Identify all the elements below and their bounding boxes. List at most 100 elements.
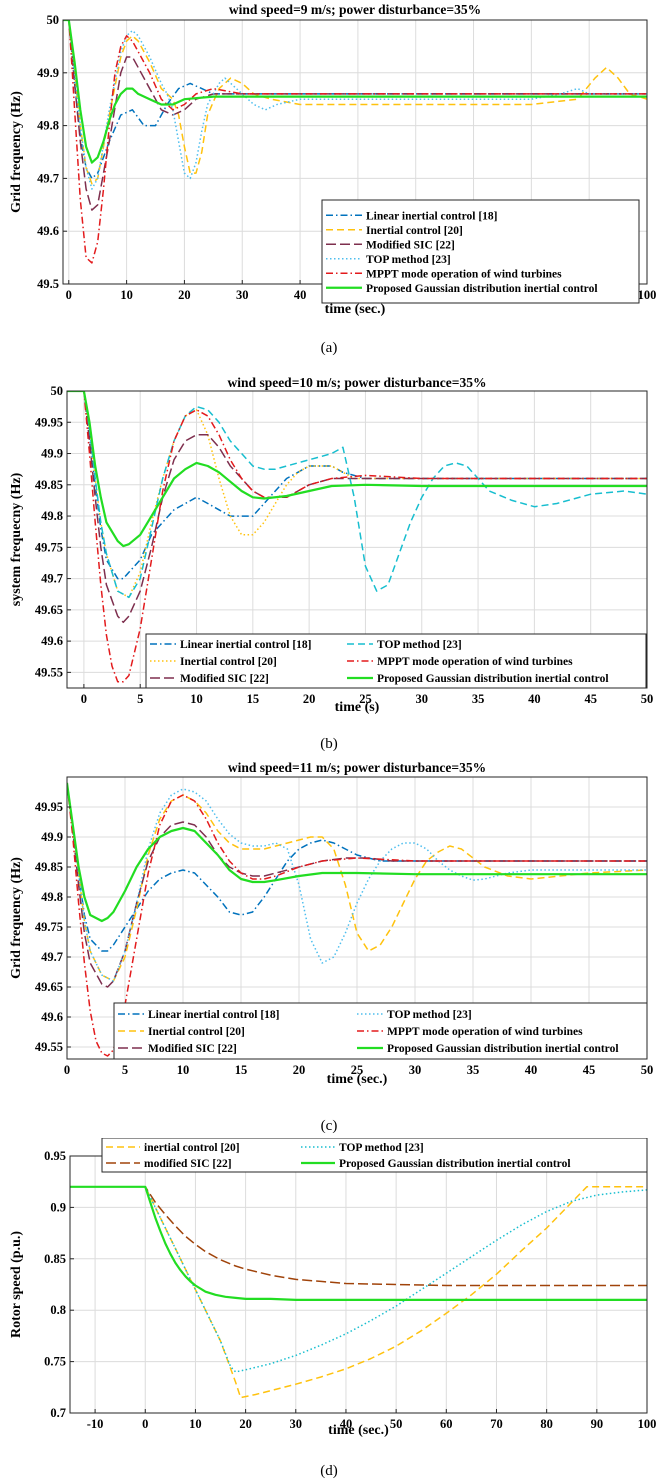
c2-xtick-label-0: 0 [64,1063,70,1077]
c0-xtick-label-2: 20 [178,288,191,302]
c3-ytick-label-2: 0.8 [50,1303,66,1317]
c1-xlabel: time (s) [335,700,380,715]
c1-legend-label-1: Inertial control [20] [180,656,277,668]
c3-legend-box [101,1138,648,1173]
c0-legend-box [321,199,640,304]
chart-panel-d: -10 0 10 20 30 40 50 60 70 80 90 100 0.7 0.75 0.8 0.85 0… [0,1138,658,1481]
c1-legend-label-4: MPPT mode operation of wind turbines [377,656,573,668]
c2-ylabel: Grid frequency (Hz) [9,857,24,979]
chart-panel-c: 0 5 10 15 20 25 30 35 40 45 50 49.55 49.6 49.65 49.7 49… [0,758,658,1138]
c3-xtick-label-8: 70 [490,1417,503,1431]
c1-caption: (b) [320,736,338,752]
c3-xtick-label-7: 60 [440,1417,453,1431]
c0-xtick-label-1: 10 [120,288,133,302]
c2-xtick-label-1: 5 [122,1063,128,1077]
c1-xtick-label-10: 50 [641,692,654,706]
c2-xtick-label-6: 30 [409,1063,422,1077]
c1-legend-box [145,633,647,689]
c1-legend-label-5: Proposed Gaussian distribution inertial … [377,673,609,685]
c0-series-line-4 [63,20,647,264]
c3-xtick-label-3: 20 [239,1417,252,1431]
c3-xlabel: time (sec.) [328,1423,389,1438]
c0-ylabel: Grid frequency (Hz) [9,91,24,213]
c0-series-line-0 [63,20,647,180]
c0-legend-label-5: Proposed Gaussian distribution inertial … [366,283,598,295]
c2-ytick-label-6: 49.85 [35,860,63,874]
c3-xtick-label-10: 90 [591,1417,604,1431]
c1-legend-label-0: Linear inertial control [18] [180,639,312,651]
c2-xtick-label-5: 25 [351,1063,364,1077]
c0-ytick-label-1: 49.6 [37,224,59,238]
c2-xtick-label-2: 10 [177,1063,190,1077]
c1-xtick-label-2: 10 [190,692,203,706]
c3-legend-label-2: TOP method [23] [339,1142,424,1154]
c1-series-line-2 [67,391,647,624]
c2-legend-label-5: Proposed Gaussian distribution inertial … [387,1043,619,1055]
c1-ytick-label-9: 50 [51,384,64,398]
c2-title: wind speed=11 m/s; power disturbance=35% [228,760,486,775]
c3-ylabel: Rotor speed (p.u.) [9,1231,24,1338]
c3-xtick-label-4: 30 [290,1417,303,1431]
c2-ytick-label-3: 49.7 [41,950,63,964]
c0-xtick-label-3: 30 [236,288,249,302]
c1-ytick-label-7: 49.9 [41,447,63,461]
c0-legend-label-3: TOP method [23] [366,254,451,266]
c3-xtick-label-11: 100 [638,1417,657,1431]
c2-series-line-1 [67,782,647,982]
c0-series-line-1 [63,20,647,185]
c1-series-line-5 [67,391,647,548]
c2-legend-label-1: Inertial control [20] [148,1026,245,1038]
c2-legend-box [113,1002,648,1060]
c3-caption: (d) [320,1463,338,1479]
c1-xtick-label-8: 40 [528,692,541,706]
c2-ytick-label-4: 49.75 [35,920,63,934]
c2-xtick-label-8: 40 [525,1063,538,1077]
c3-ytick-label-0: 0.7 [50,1406,66,1420]
chart-a: 010203040506070809010049.549.649.749.849… [9,2,657,356]
c0-legend-label-1: Inertial control [20] [366,225,463,237]
c1-xtick-label-5: 25 [359,692,372,706]
c2-xtick-label-4: 20 [293,1063,306,1077]
c1-xtick-label-1: 5 [137,692,143,706]
c1-ytick-label-4: 49.75 [35,540,63,554]
c1-xtick-label-4: 20 [303,692,316,706]
c3-legend-label-1: modified SIC [22] [144,1158,232,1170]
c3-xtick-label-1: 0 [142,1417,148,1431]
c3-series-line-3 [70,1185,647,1301]
c2-caption: (c) [321,1118,338,1134]
c2-xlabel: time (sec.) [327,1072,388,1087]
c3-ytick-label-3: 0.85 [44,1252,66,1266]
c1-ytick-label-1: 49.6 [41,634,63,648]
c3-series-line-0 [70,1186,647,1399]
c3-legend-label-3: Proposed Gaussian distribution inertial … [339,1158,571,1170]
c1-series-line-0 [67,391,647,580]
c2-ytick-label-5: 49.8 [41,890,63,904]
c1-ytick-label-3: 49.7 [41,572,63,586]
c1-ytick-label-2: 49.65 [35,603,63,617]
c0-series-line-3 [63,20,647,190]
c1-legend-label-2: Modified SIC [22] [180,673,269,685]
c1-xtick-label-6: 30 [416,692,429,706]
c1-ytick-label-5: 49.8 [41,509,63,523]
c1-xtick-label-9: 45 [584,692,597,706]
c3-xtick-label-5: 40 [340,1417,353,1431]
c0-caption: (a) [321,340,338,356]
c1-xtick-label-7: 35 [472,692,485,706]
c2-legend-label-0: Linear inertial control [18] [148,1009,280,1021]
chart-panel-a: 010203040506070809010049.549.649.749.849… [0,0,658,372]
c2-series-line-3 [67,782,647,982]
c2-xtick-label-3: 15 [235,1063,248,1077]
c2-legend-label-2: Modified SIC [22] [148,1043,237,1055]
c1-title: wind speed=10 m/s; power disturbance=35% [228,375,487,390]
c2-ytick-label-8: 49.95 [35,800,63,814]
c1-legend-label-3: TOP method [23] [377,639,462,651]
c1-xtick-label-0: 0 [81,692,87,706]
c2-xtick-label-9: 45 [583,1063,596,1077]
c3-xtick-label-2: 10 [189,1417,202,1431]
c2-xtick-label-7: 35 [467,1063,480,1077]
c0-xtick-label-10: 100 [638,288,657,302]
c3-xtick-label-6: 50 [390,1417,403,1431]
c0-title: wind speed=9 m/s; power disturbance=35% [229,2,481,17]
c0-legend-label-2: Modified SIC [22] [366,239,455,251]
c0-ytick-label-3: 49.8 [37,119,59,133]
